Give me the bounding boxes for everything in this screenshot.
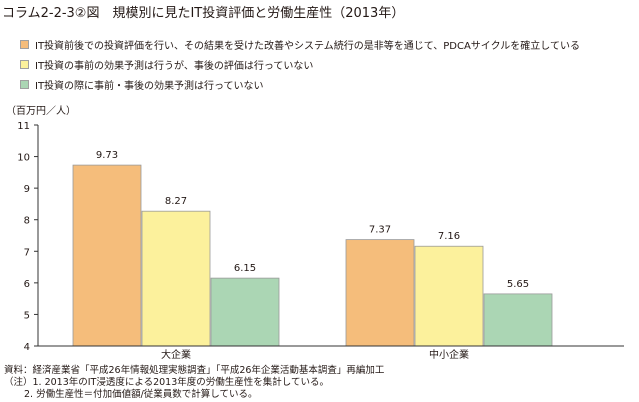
legend-item-series-2: IT投資の事前の効果予測は行うが、事後の評価は行っていない (20, 54, 580, 74)
data-label-series-3-sme: 5.65 (507, 279, 529, 290)
y-tick-label-6: 6 (24, 279, 30, 290)
bar-series-3-sme (483, 293, 553, 347)
bar-series-2-large (141, 210, 211, 347)
y-axis-unit-label: （百万円／人） (6, 106, 76, 117)
note-2: 2. 労働生産性＝付加価値額/従業員数で計算している。 (24, 389, 258, 400)
y-tick-label-11: 11 (17, 121, 30, 132)
legend-swatch-series-2 (20, 59, 29, 69)
legend-item-series-1: IT投資前後での投資評価を行い、その結果を受けた改善やシステム続行の是非等を通じ… (20, 34, 580, 54)
y-tick-label-7: 7 (24, 247, 30, 258)
note-1: （注）1. 2013年のIT浸透度による2013年度の労働生産性を集計している。 (4, 377, 329, 388)
notes: 資料：経済産業省「平成26年情報処理実態調査」「平成26年企業活動基本調査」再編… (4, 365, 384, 401)
bar-series-2-sme (414, 245, 484, 347)
x-category-label-large: 大企業 (161, 348, 191, 361)
legend-label-series-2: IT投資の事前の効果予測は行うが、事後の評価は行っていない (35, 60, 314, 72)
legend-label-series-3: IT投資の際に事前・事後の効果予測は行っていない (35, 80, 264, 92)
data-label-series-2-sme: 7.16 (438, 231, 460, 242)
data-label-series-2-large: 8.27 (165, 196, 187, 207)
y-tick-label-10: 10 (17, 153, 30, 164)
legend-swatch-series-1 (20, 39, 29, 49)
legend-item-series-3: IT投資の際に事前・事後の効果予測は行っていない (20, 74, 580, 94)
source-note: 資料：経済産業省「平成26年情報処理実態調査」「平成26年企業活動基本調査」再編… (4, 365, 385, 376)
legend-label-series-1: IT投資前後での投資評価を行い、その結果を受けた改善やシステム続行の是非等を通じ… (35, 40, 581, 52)
figure-title: コラム2-2-3②図 規模別に見たIT投資評価と労働生産性（2013年） (2, 6, 405, 21)
bar-series-1-sme (345, 239, 415, 347)
x-category-label-sme: 中小企業 (429, 348, 469, 361)
legend: IT投資前後での投資評価を行い、その結果を受けた改善やシステム続行の是非等を通じ… (20, 34, 580, 94)
bar-series-3-large (210, 277, 280, 347)
y-tick-label-5: 5 (24, 310, 30, 321)
y-tick-label-4: 4 (24, 342, 30, 353)
y-tick-label-9: 9 (24, 184, 30, 195)
bar-series-1-large (72, 164, 142, 347)
data-label-series-1-large: 9.73 (96, 150, 118, 161)
data-label-series-1-sme: 7.37 (369, 225, 391, 236)
y-tick-label-8: 8 (24, 216, 30, 227)
data-label-series-3-large: 6.15 (234, 263, 256, 274)
legend-swatch-series-3 (20, 79, 29, 89)
